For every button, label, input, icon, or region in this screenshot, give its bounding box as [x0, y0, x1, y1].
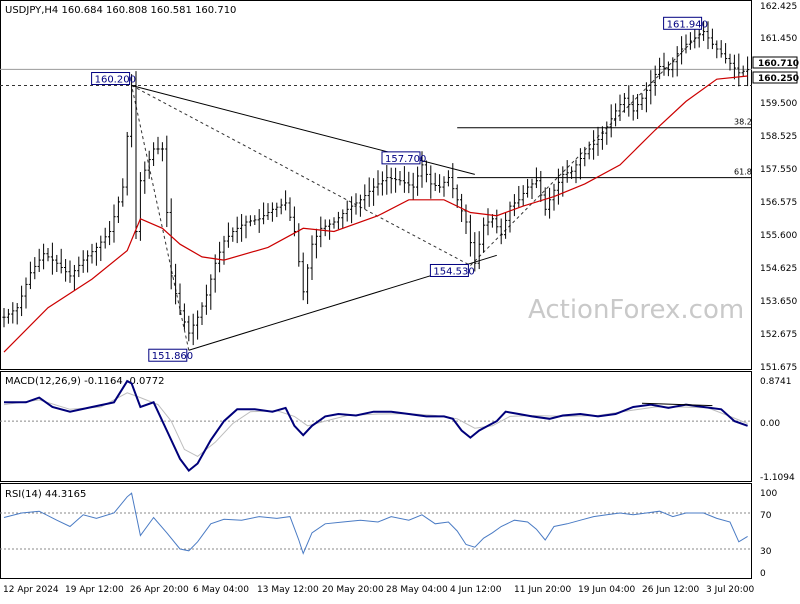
macd-signal-line	[3, 392, 748, 457]
price-y-tick: 158.525	[760, 132, 797, 142]
swing-dotted-line	[131, 85, 471, 266]
price-y-tick: 154.625	[760, 264, 797, 274]
macd-y-tick: 0.8741	[760, 377, 792, 387]
price-y-tick: 157.550	[760, 165, 797, 175]
price-callout-label: 160.200	[95, 75, 136, 86]
macd-panel-frame	[0, 371, 752, 482]
level-price-label: 160.250	[758, 74, 799, 84]
moving-average-line	[3, 75, 748, 353]
price-callout-label: 157.700	[385, 154, 426, 165]
macd-y-tick: -1.1094	[760, 473, 795, 483]
time-label: 19 Jun 04:00	[578, 585, 635, 595]
watermark-text: ActionForex.com	[528, 295, 744, 325]
price-y-tick: 153.650	[760, 297, 797, 307]
rsi-line	[3, 492, 748, 555]
time-label: 11 Jun 20:00	[514, 585, 571, 595]
macd-line	[4, 379, 748, 473]
price-callout-box	[148, 348, 188, 362]
rsi-title: RSI(14) 44.3165	[5, 489, 86, 500]
current-price-box	[752, 56, 798, 69]
level-price-box	[752, 71, 798, 84]
time-label: 12 Apr 2024	[3, 585, 59, 595]
price-chart-title: USDJPY,H4 160.684 160.808 160.581 160.71…	[5, 5, 236, 16]
rsi-y-tick: 70	[760, 511, 772, 521]
price-callout-label: 154.530	[433, 266, 474, 277]
price-panel-frame	[0, 0, 752, 370]
rsi-y-tick: 30	[760, 547, 772, 557]
price-callout-label: 151.860	[152, 351, 193, 362]
time-label: 13 May 12:00	[257, 585, 319, 595]
price-y-tick: 162.425	[760, 2, 797, 12]
fib-level-label: 61.8	[734, 168, 752, 177]
time-label: 28 May 04:00	[386, 585, 448, 595]
price-callout-box	[381, 151, 421, 165]
macd-divergence-line	[641, 402, 713, 407]
price-y-tick: 152.675	[760, 330, 797, 340]
macd-title: MACD(12,26,9) -0.1164 -0.0772	[5, 376, 165, 387]
time-label: 26 Apr 20:00	[130, 585, 189, 595]
current-price-label: 160.710	[758, 59, 799, 69]
time-label: 6 May 04:00	[193, 585, 249, 595]
fib-level-label: 38.2	[734, 118, 752, 127]
time-label: 26 Jun 12:00	[642, 585, 699, 595]
time-label: 3 Jul 20:00	[706, 585, 755, 595]
rsi-y-tick: 100	[760, 489, 777, 499]
price-y-tick: 161.450	[760, 34, 797, 44]
rsi-panel-frame	[0, 483, 752, 579]
price-callout-box	[429, 263, 469, 277]
time-label: 19 Apr 12:00	[65, 585, 124, 595]
price-callout-label: 161.940	[667, 19, 708, 30]
price-callout-box	[663, 16, 703, 30]
swing-dotted-line	[470, 29, 704, 266]
price-y-tick: 159.500	[760, 99, 797, 109]
time-label: 20 May 20:00	[322, 585, 384, 595]
time-label: 4 Jun 12:00	[450, 585, 502, 595]
price-y-tick: 156.575	[760, 198, 797, 208]
time-axis: 12 Apr 2024 19 Apr 12:00 26 Apr 20:00 6 …	[3, 585, 755, 595]
price-callout-box	[91, 72, 131, 86]
price-y-tick: 155.600	[760, 231, 797, 241]
price-y-tick: 151.675	[760, 363, 797, 373]
rsi-y-tick: 0	[760, 569, 766, 579]
macd-y-tick: 0.00	[760, 419, 780, 429]
price-y-axis: 162.425 161.450 159.500 158.525 157.550 …	[760, 2, 797, 373]
